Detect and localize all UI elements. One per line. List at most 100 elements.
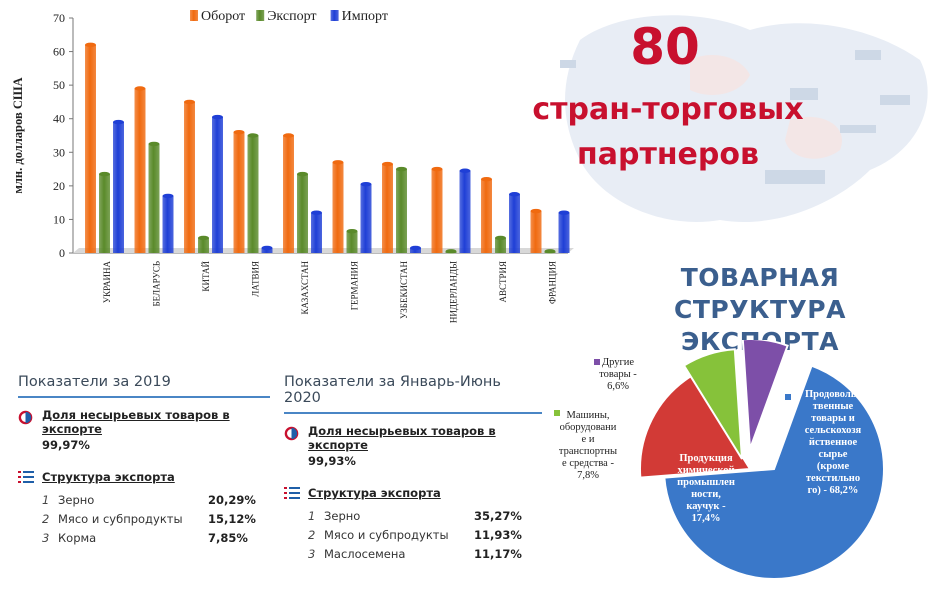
item-name: Корма [58, 530, 97, 545]
export-structure-header: Структура экспорта [284, 486, 542, 500]
bar [283, 135, 294, 253]
indicators-2020-title: Показатели за Январь-Июнь 2020 [284, 374, 542, 414]
pie-slice [682, 348, 743, 460]
y-axis-label: млн. долларов США [11, 77, 25, 193]
legend-swatch [190, 10, 198, 21]
legend-swatch [330, 10, 339, 21]
item-number: 3 [308, 546, 316, 561]
bar [85, 44, 96, 253]
bar-cap [346, 228, 358, 234]
non-raw-share-label: Доля несырьевых товаров в экспорте [308, 424, 496, 452]
partners-caption-line2: партнеров [577, 137, 759, 172]
item-name: Мясо и субпродукты [58, 511, 183, 526]
y-tick-label: 40 [53, 112, 65, 126]
y-tick-label: 20 [53, 179, 65, 193]
bar [396, 169, 407, 253]
export-structure-header: Структура экспорта [18, 470, 270, 484]
list-item: 1 Зерно 35,27% [284, 506, 542, 525]
item-number: 1 [308, 508, 316, 523]
bar [247, 135, 259, 253]
list-item: 1 Зерно 20,29% [18, 490, 270, 509]
bar-cap [544, 249, 556, 254]
bar-cap [198, 235, 209, 241]
bar-cap [162, 193, 174, 199]
bar [99, 174, 110, 253]
item-number: 1 [42, 492, 50, 507]
donut-chart-icon [18, 410, 33, 425]
item-name: Маслосемена [324, 546, 406, 561]
bar [311, 212, 322, 253]
list-icon [284, 487, 300, 499]
legend-swatch [785, 394, 791, 400]
pie-slice [639, 374, 752, 479]
x-tick-label: ФРАНЦИЯ [548, 261, 558, 304]
bar-cap [558, 210, 570, 215]
bar [360, 184, 372, 253]
y-tick-label: 0 [59, 246, 65, 260]
bar-cap [99, 171, 110, 177]
non-raw-share-row: Доля несырьевых товаров в экспорте 99,93… [284, 424, 542, 468]
legend-label: Импорт [342, 9, 388, 24]
export-structure-list-2019: 1 Зерно 20,29% 2 Мясо и субпродукты 15,1… [18, 490, 270, 547]
bar-cap [297, 171, 308, 177]
bar [530, 211, 542, 253]
bar-cap [247, 133, 259, 138]
bar [431, 169, 443, 253]
bar-cap [233, 129, 245, 135]
bar-cap [445, 249, 457, 254]
bar-cap [212, 114, 223, 120]
export-structure-title-2019: Структура экспорта [42, 470, 175, 484]
bar-cap [261, 245, 273, 251]
trade-partners-bar-chart: 0 10 20 30 40 50 60 70 млн. долларов США Оборот Эк… [11, 9, 574, 323]
y-tick-label: 30 [53, 145, 65, 159]
bar-cap [481, 176, 492, 182]
export-structure-pie-chart: Продовольс твенные товары и сельскохозя йств… [554, 340, 885, 580]
y-tick-label: 70 [53, 11, 65, 25]
bar [113, 122, 124, 253]
x-tick-label: БЕЛАРУСЬ [152, 261, 162, 306]
bar [382, 164, 393, 253]
bar-cap [410, 245, 421, 251]
pie-slice-label: Продукция химической промышлен ности, каучук… [677, 453, 735, 524]
bar [297, 174, 308, 253]
bar-cap [134, 86, 146, 91]
bar-cap [311, 210, 322, 215]
donut-chart-icon [284, 426, 299, 441]
x-tick-label: ГЕРМАНИЯ [350, 261, 360, 310]
x-tick-label: УЗБЕКИСТАН [399, 261, 409, 319]
partners-caption-line1: стран-торговых [532, 92, 804, 127]
pie-slice-label: Продовольс твенные товары и сельскохозя йств… [805, 389, 862, 496]
bar-cap [113, 119, 124, 125]
x-tick-label: УКРАИНА [102, 261, 112, 304]
x-tick-label: АВСТРИЯ [498, 261, 508, 303]
y-tick-label: 50 [53, 78, 65, 92]
legend-swatch [594, 359, 600, 365]
bar [233, 132, 245, 253]
bar [459, 170, 471, 253]
list-item: 3 Маслосемена 11,17% [284, 544, 542, 563]
bar [558, 212, 570, 253]
indicators-2019-title: Показатели за 2019 [18, 374, 270, 398]
bar-cap [396, 166, 407, 172]
bar-cap [431, 166, 443, 172]
y-tick-label: 10 [53, 212, 65, 226]
item-name: Зерно [324, 508, 361, 523]
non-raw-share-value: 99,97% [42, 438, 90, 452]
indicators-2020-panel: Показатели за Январь-Июнь 2020 Доля несы… [284, 374, 542, 563]
indicators-2019-panel: Показатели за 2019 Доля несырьевых товар… [18, 374, 270, 547]
bar [509, 194, 520, 253]
bar-cap [85, 42, 96, 48]
item-number: 2 [308, 527, 316, 542]
bar [162, 195, 174, 253]
item-value: 7,85% [208, 530, 248, 545]
bar-cap [495, 235, 506, 241]
item-value: 15,12% [208, 511, 256, 526]
item-value: 20,29% [208, 492, 256, 507]
y-tick-label: 60 [53, 45, 65, 59]
world-map-background [560, 15, 928, 222]
pie-slice-label: Другие товары -6,6% [599, 357, 637, 392]
bar [148, 143, 160, 253]
bar [410, 247, 421, 253]
export-structure-title-2020: Структура экспорта [308, 486, 441, 500]
list-icon [18, 471, 34, 483]
